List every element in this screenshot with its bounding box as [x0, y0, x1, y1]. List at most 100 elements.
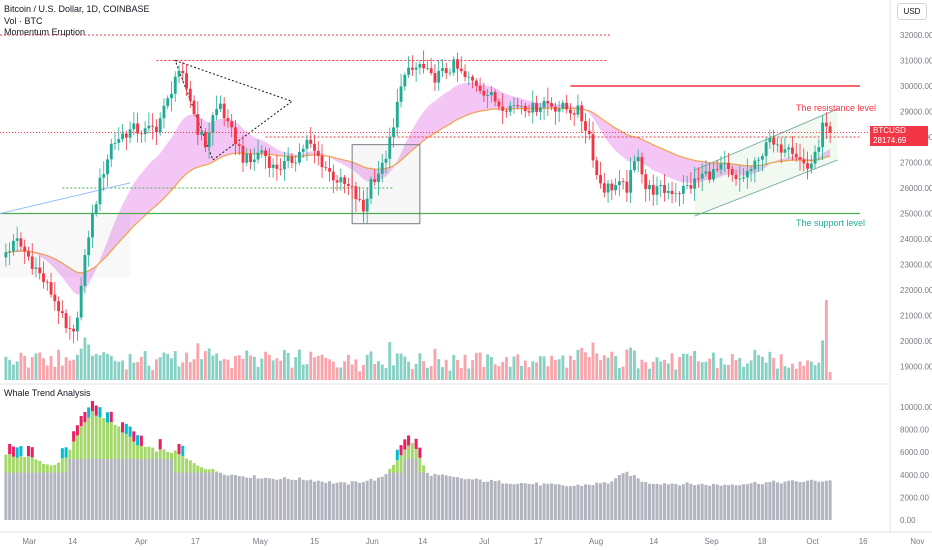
volume-bar [775, 368, 779, 380]
time-tick-label: Aug [589, 537, 603, 546]
candle [512, 97, 516, 114]
whale-bar [501, 483, 505, 520]
candle-body [226, 118, 230, 122]
candle [505, 108, 508, 118]
candle [147, 112, 151, 134]
volume-bar [256, 366, 260, 380]
candle-body [395, 101, 399, 128]
volume-bar [380, 364, 384, 380]
whale-tick-label: 2000.00 [900, 493, 929, 502]
candle [354, 181, 358, 212]
support-label: The support level [796, 218, 866, 228]
candle [27, 246, 30, 261]
volume-label: Vol · BTC [4, 16, 43, 26]
volume-bar [316, 355, 320, 380]
volume-bar [226, 359, 230, 380]
volume-bar [313, 357, 316, 380]
whale-bar-accent [45, 464, 49, 473]
whale-bar [245, 477, 249, 520]
candle [508, 101, 512, 116]
whale-bar [256, 478, 260, 520]
candle-body [678, 193, 682, 195]
volume-bar [4, 356, 8, 380]
whale-bar [693, 485, 697, 520]
candle-body [794, 153, 798, 158]
whale-bar-accent [166, 451, 170, 459]
candle-body [696, 178, 700, 180]
candle [249, 148, 252, 170]
candle-body [621, 181, 625, 183]
candle [712, 162, 715, 183]
candle [625, 169, 629, 202]
whale-bar [113, 458, 117, 520]
volume-bar [606, 357, 610, 380]
whale-bar-accent [34, 459, 38, 473]
candle-body [215, 109, 219, 116]
whale-bar-accent [399, 455, 403, 473]
volume-bar [670, 353, 674, 380]
candle-body [373, 179, 377, 182]
candle-body [489, 92, 493, 96]
volume-bar [245, 350, 249, 380]
volume-bar [403, 356, 407, 380]
volume-bar [68, 360, 72, 380]
candle [49, 272, 53, 298]
candle-body [648, 184, 651, 190]
candle-body [252, 159, 256, 163]
candle-body [689, 185, 693, 189]
volume-bar [410, 369, 414, 380]
candle [192, 95, 196, 117]
candle [576, 94, 580, 118]
volume-bar [320, 354, 324, 380]
volume-bar [659, 361, 663, 380]
candle [350, 173, 354, 200]
whale-bar-accent [207, 469, 211, 473]
candle [128, 121, 132, 144]
candle-body [557, 108, 561, 112]
whale-bar [335, 482, 339, 520]
whale-bar [704, 484, 708, 520]
candle-body [516, 105, 520, 107]
whale-bar-accent [136, 445, 140, 459]
whale-spike [19, 446, 23, 457]
volume-bar [553, 360, 557, 380]
whale-spike [26, 445, 30, 457]
whale-bar [282, 477, 286, 520]
volume-bar [629, 347, 633, 380]
candle-body [478, 85, 482, 91]
volume-bar [625, 349, 629, 380]
candle-body [128, 129, 132, 138]
candle-body [369, 179, 373, 199]
candle [456, 52, 459, 82]
volume-bar [395, 353, 399, 380]
candle [489, 86, 493, 103]
candle [629, 157, 633, 203]
currency-button[interactable]: USD [897, 3, 927, 20]
volume-bar [113, 360, 117, 380]
candle-body [802, 159, 806, 164]
candle-body [663, 184, 666, 193]
volume-bar [177, 366, 181, 380]
candle-body [335, 180, 339, 183]
whale-bar [508, 483, 512, 520]
volume-bar [708, 358, 712, 380]
whale-bar [264, 477, 268, 520]
candle-body [267, 156, 271, 168]
candle [595, 156, 599, 180]
candle [369, 176, 373, 205]
indicator-label[interactable]: Momentum Eruption [4, 27, 86, 37]
whale-bar [177, 472, 181, 520]
candle-body [237, 144, 241, 146]
candle-body [132, 123, 136, 130]
candle [655, 176, 659, 206]
whale-bar [83, 458, 87, 520]
candle-body [60, 311, 64, 314]
volume-bar [264, 351, 268, 380]
volume-bar [166, 353, 170, 380]
candle [361, 190, 365, 223]
whale-bar [151, 458, 155, 520]
whale-bar [482, 481, 486, 520]
whale-bar-accent [26, 456, 30, 473]
volume-bar [621, 366, 625, 380]
